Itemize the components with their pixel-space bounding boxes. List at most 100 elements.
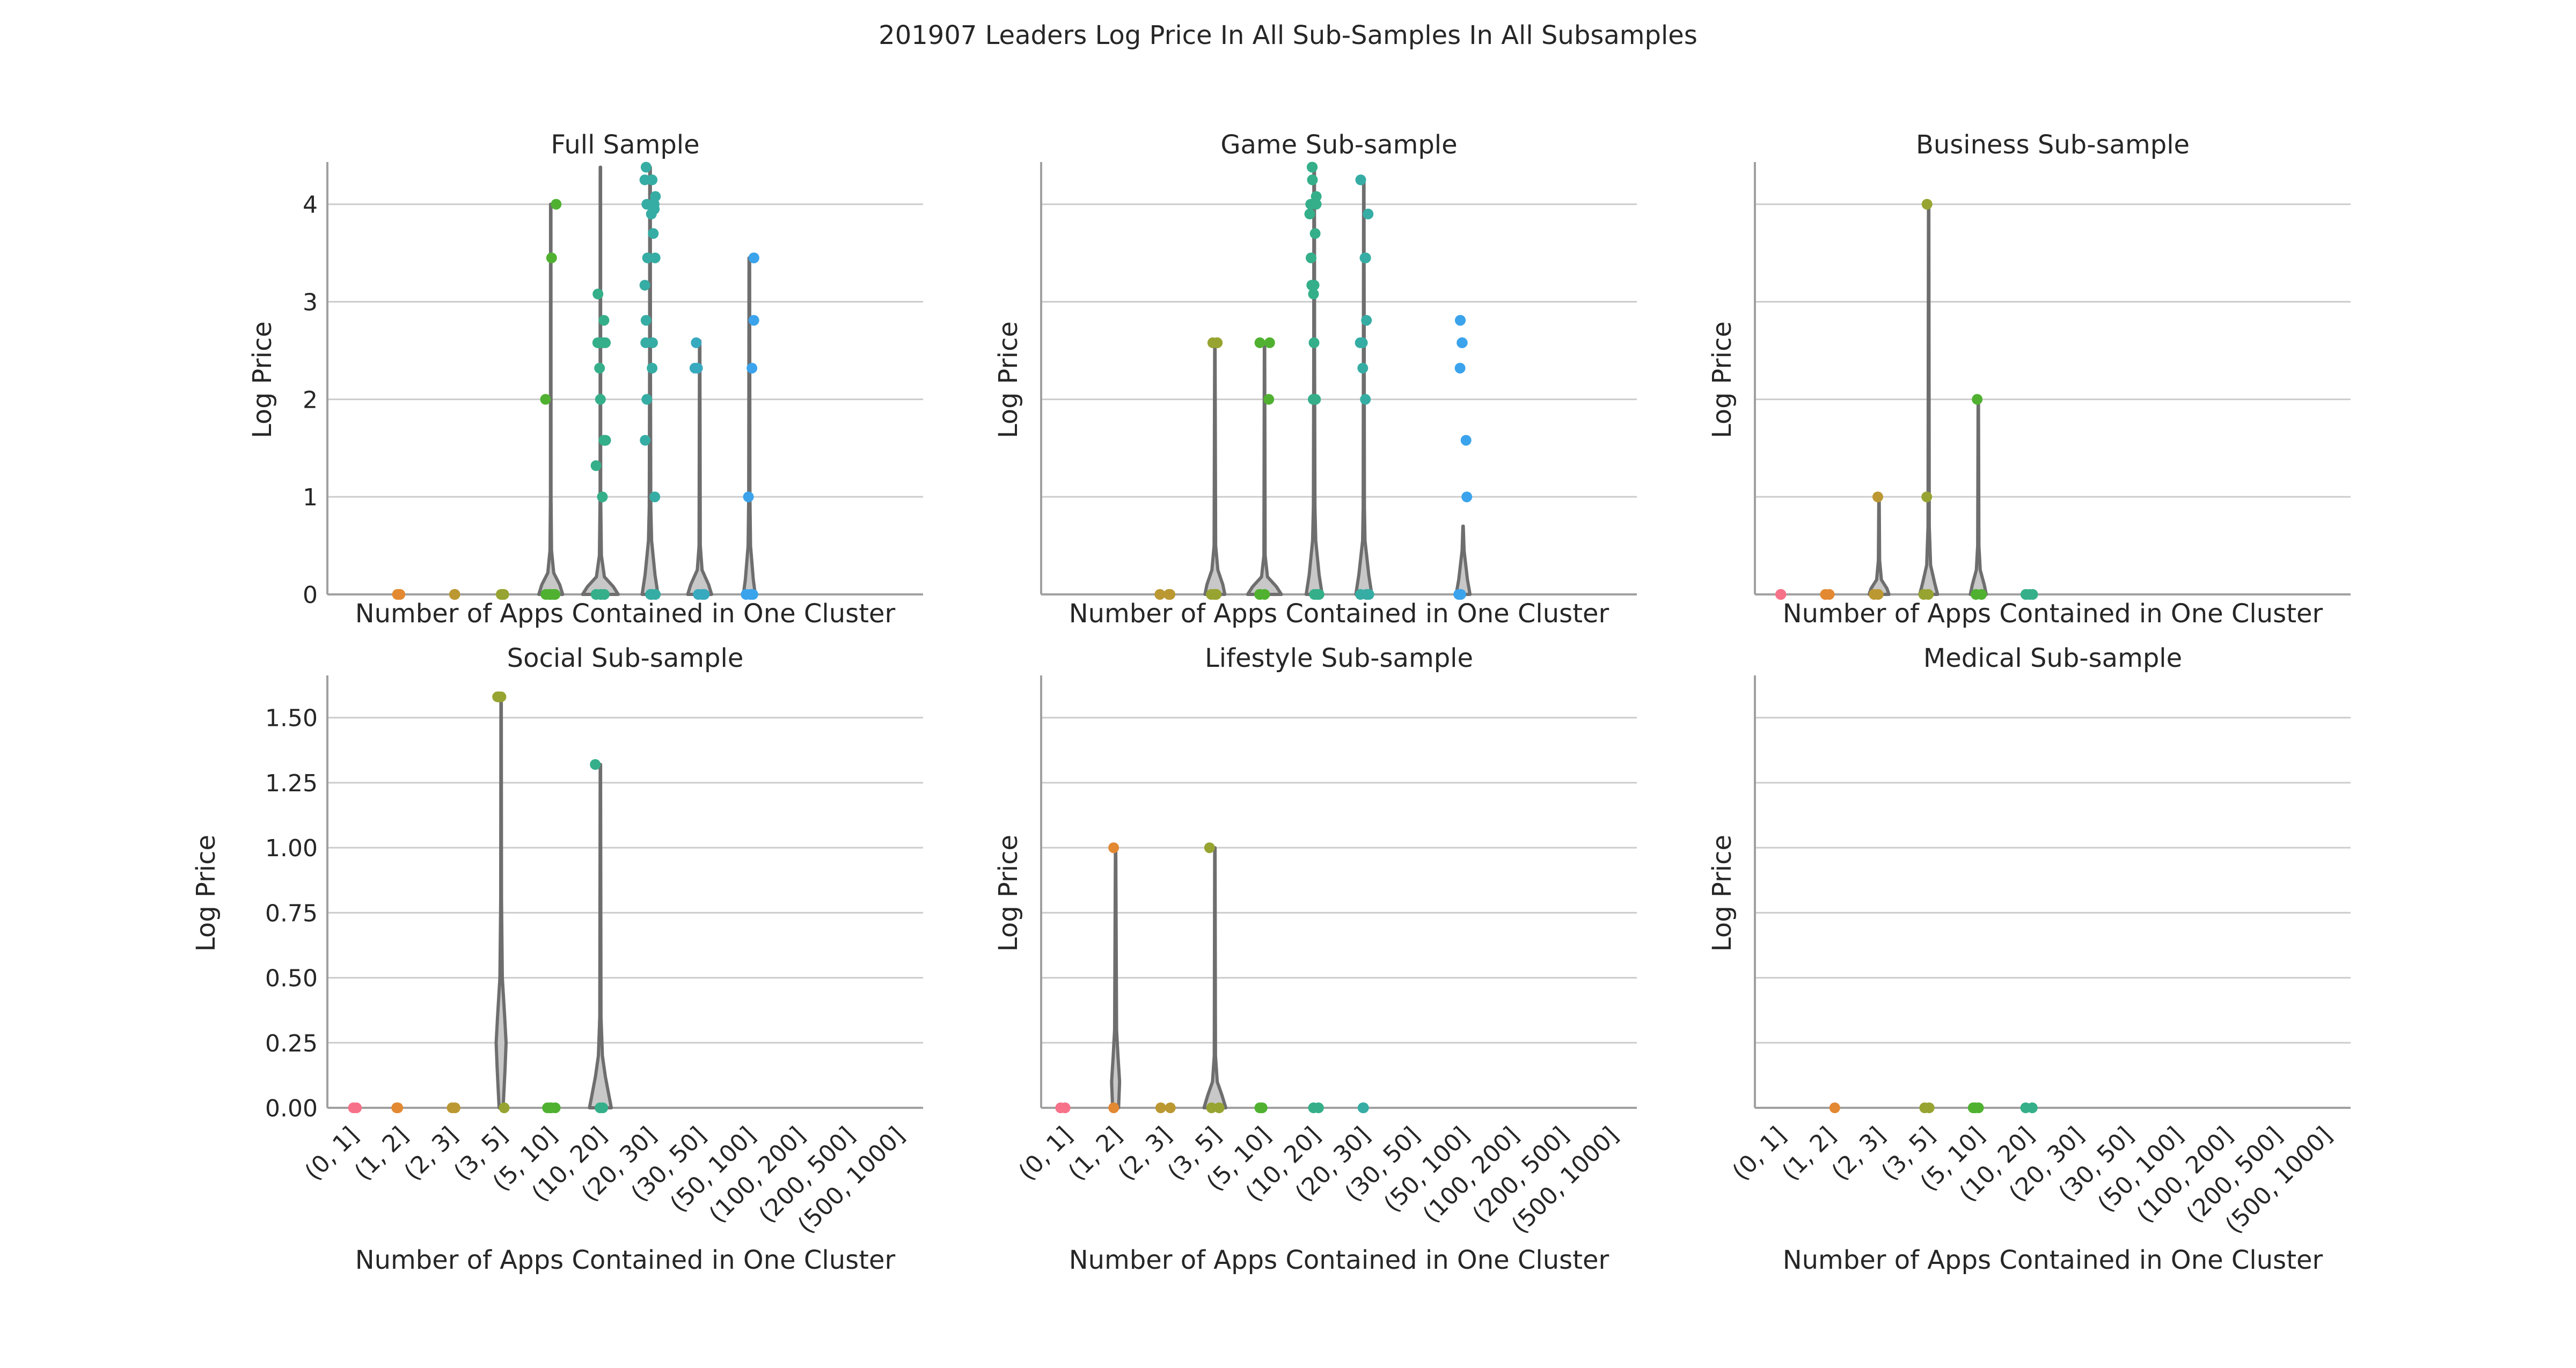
data-point (1308, 394, 1319, 405)
data-point (2026, 1102, 2038, 1113)
data-point (1457, 337, 1468, 348)
data-point (1872, 491, 1883, 503)
data-point (1165, 1102, 1176, 1113)
data-point (649, 491, 661, 503)
data-point (495, 589, 507, 600)
data-point (1455, 315, 1466, 326)
data-point (351, 1102, 362, 1113)
data-point (1307, 174, 1318, 186)
data-point (447, 1102, 458, 1113)
data-point (1824, 589, 1835, 600)
data-point (646, 589, 657, 600)
data-point (1304, 208, 1315, 219)
data-point (551, 198, 562, 210)
panel-title: Lifestyle Sub-sample (1205, 643, 1473, 673)
data-point (748, 252, 759, 263)
data-point (1055, 1102, 1066, 1113)
data-point (1970, 1102, 1981, 1113)
y-tick-label: 1.50 (265, 705, 318, 732)
data-point (1254, 1102, 1265, 1113)
data-point (1206, 1102, 1217, 1113)
data-point (1355, 589, 1366, 600)
data-point (449, 589, 460, 600)
panel-title: Social Sub-sample (507, 643, 744, 673)
data-point (1108, 842, 1119, 854)
data-point (745, 589, 756, 600)
data-point (647, 174, 658, 186)
data-point (1363, 589, 1374, 600)
data-point (1461, 491, 1473, 503)
data-point (595, 1102, 606, 1113)
data-point (649, 252, 661, 263)
data-point (1204, 842, 1215, 854)
data-point (598, 435, 610, 446)
data-point (1108, 1102, 1119, 1113)
data-point (1308, 289, 1319, 299)
data-point (1454, 363, 1466, 374)
x-axis-label: Number of Apps Contained in One Cluster (1069, 599, 1609, 629)
y-tick-label: 0 (303, 582, 318, 609)
data-point (598, 315, 610, 326)
data-point (1971, 589, 1981, 600)
data-point (1307, 161, 1318, 173)
data-point (1309, 589, 1320, 600)
data-point (639, 280, 650, 291)
x-axis-label: Number of Apps Contained in One Cluster (355, 599, 896, 629)
x-axis-label: Number of Apps Contained in One Cluster (1069, 1245, 1609, 1275)
data-point (492, 691, 503, 702)
data-point (592, 289, 604, 299)
data-point (590, 589, 602, 600)
y-tick-label: 3 (303, 289, 318, 317)
data-point (546, 252, 557, 263)
data-point (1359, 252, 1371, 263)
data-point (1154, 589, 1166, 600)
y-tick-label: 0.50 (265, 965, 318, 992)
data-point (697, 589, 708, 600)
y-axis-label: Log Price (1707, 321, 1737, 438)
data-point (1972, 394, 1983, 405)
data-point (392, 589, 403, 600)
x-axis-label: Number of Apps Contained in One Cluster (355, 1245, 896, 1275)
data-point (590, 460, 602, 471)
panel-title: Game Sub-sample (1220, 130, 1457, 160)
data-point (1155, 1102, 1166, 1113)
data-point (1919, 1102, 1930, 1113)
data-point (1211, 589, 1222, 600)
y-tick-label: 2 (303, 386, 318, 414)
panel-1: Full Sample 0 1 2 3 4 Log Price Number of Apps … (247, 130, 923, 629)
data-point (747, 363, 758, 374)
data-point (640, 435, 651, 446)
panel-title: Medical Sub-sample (1923, 643, 2182, 673)
data-point (1357, 1102, 1368, 1113)
y-tick-label: 0.00 (265, 1095, 318, 1122)
panel-3: Business Sub-sample Log Price Number of Ap… (1707, 130, 2351, 629)
data-point (1311, 198, 1322, 210)
data-point (640, 315, 652, 326)
data-point (1355, 174, 1366, 186)
data-point (392, 1102, 404, 1113)
data-point (1918, 589, 1929, 600)
data-point (1264, 337, 1275, 348)
data-point (550, 1102, 561, 1113)
data-point (1306, 252, 1316, 263)
data-point (1263, 394, 1275, 405)
data-point (1357, 363, 1368, 374)
data-point (600, 337, 611, 348)
data-point (1361, 315, 1372, 326)
data-point (540, 394, 551, 405)
data-point (640, 337, 652, 348)
data-point (1213, 1102, 1225, 1113)
panel-2: Game Sub-sample Log Price Number of Apps C… (993, 130, 1637, 629)
data-point (499, 1102, 510, 1113)
y-tick-label: 1.00 (265, 835, 318, 862)
data-point (592, 337, 603, 348)
y-tick-label: 1 (303, 484, 318, 511)
panel-title: Business Sub-sample (1916, 130, 2190, 160)
data-point (2027, 589, 2038, 600)
data-point (597, 491, 608, 503)
data-point (1308, 1102, 1319, 1113)
data-point (1254, 337, 1265, 348)
y-axis-label: Log Price (1707, 835, 1737, 952)
y-axis-label: Log Price (191, 835, 221, 952)
